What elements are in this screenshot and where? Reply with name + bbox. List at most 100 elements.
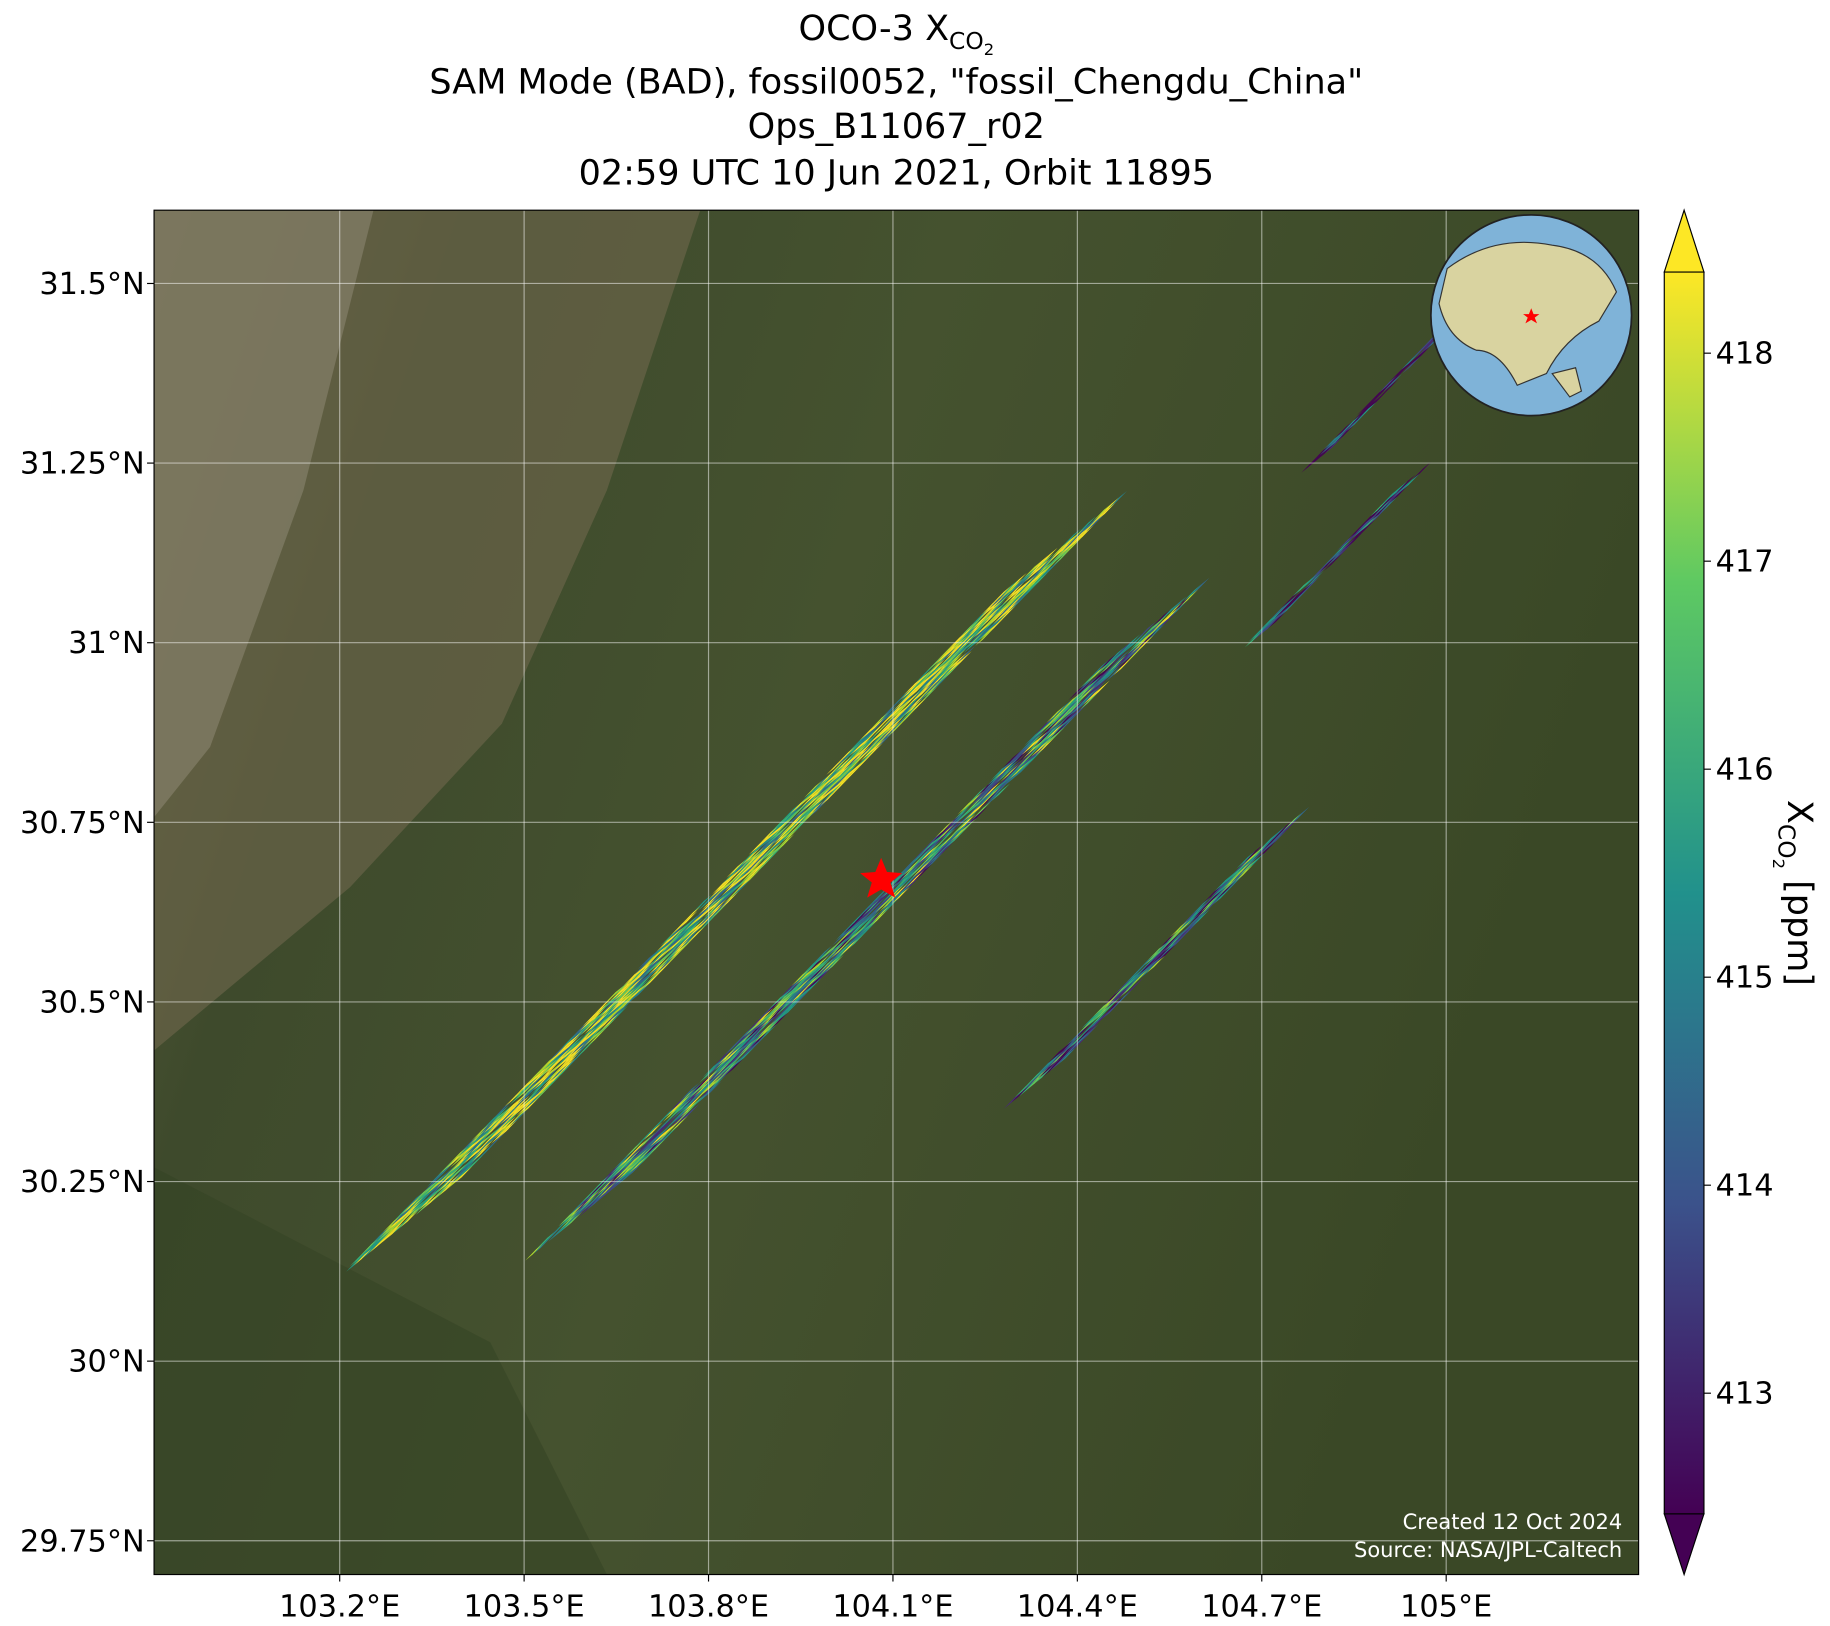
sounding-cell [1048, 1045, 1067, 1064]
sounding-cell [672, 1106, 691, 1124]
sounding-cell [788, 977, 808, 996]
sounding-cell [1009, 761, 1028, 780]
sounding-cell [510, 1095, 530, 1114]
sounding-cell [1077, 516, 1097, 534]
sounding-cell [580, 1185, 600, 1204]
sounding-cell [1089, 508, 1109, 527]
sounding-cell [747, 850, 766, 868]
sounding-cell [731, 879, 750, 898]
sounding-cell [702, 1076, 721, 1095]
sounding-cell [700, 905, 720, 923]
sounding-cell [1300, 572, 1320, 591]
sounding-cell [851, 913, 871, 932]
sounding-cell [824, 955, 844, 973]
sounding-cell [1037, 724, 1056, 743]
sounding-cell [512, 1082, 532, 1101]
sounding-cell [979, 790, 998, 809]
sounding-cell [737, 1033, 757, 1052]
sounding-cell [353, 1247, 373, 1266]
sounding-cell [1040, 555, 1060, 574]
sounding-cell [615, 991, 634, 1010]
sounding-cell [794, 799, 814, 818]
sounding-cell [736, 1046, 755, 1065]
sounding-cell [880, 897, 900, 916]
sounding-cell [1152, 941, 1171, 960]
sounding-cell [730, 858, 750, 877]
sounding-cell [928, 666, 948, 684]
sounding-cell [898, 691, 917, 710]
sounding-cell [896, 704, 916, 723]
sounding-cell [379, 1219, 399, 1238]
sounding-cell [477, 1129, 497, 1148]
sounding-cell [693, 894, 713, 913]
sounding-cell [827, 761, 847, 779]
sounding-cell [1049, 1053, 1069, 1072]
sounding-cell [598, 1000, 618, 1018]
sounding-cell [1149, 618, 1169, 636]
sounding-cell [1068, 703, 1088, 722]
sounding-cell [1333, 538, 1353, 556]
sounding-cell [635, 960, 655, 979]
sounding-cell [461, 1138, 481, 1157]
sounding-cell [476, 1125, 496, 1144]
sounding-cell [624, 972, 644, 990]
sounding-cell [881, 716, 900, 735]
sounding-cell [608, 1169, 628, 1188]
sounding-cell [1345, 530, 1365, 549]
sounding-cell [940, 822, 960, 841]
sounding-cell [966, 794, 986, 813]
sounding-cell [915, 669, 935, 688]
sounding-cell [1052, 548, 1072, 566]
sounding-cell [1390, 363, 1409, 382]
sounding-cell [469, 1136, 489, 1154]
sounding-cell [591, 1010, 611, 1029]
sounding-cell [666, 935, 685, 954]
sounding-cell [1060, 1037, 1079, 1056]
sounding-cell [903, 694, 923, 712]
sounding-cell [644, 962, 664, 981]
sounding-cell [1226, 866, 1246, 885]
sounding-cell [662, 940, 682, 959]
sounding-cell [1146, 955, 1166, 974]
sounding-cell [1044, 1050, 1064, 1069]
sounding-cell [999, 760, 1019, 778]
sounding-cell [1164, 933, 1183, 952]
sounding-cell [1153, 945, 1172, 963]
sounding-cell [964, 622, 984, 641]
sounding-cell [854, 740, 874, 759]
sounding-cell [946, 829, 966, 847]
sounding-cell [1106, 646, 1125, 665]
sounding-cell [549, 1043, 568, 1061]
sounding-cell [1222, 871, 1242, 890]
sounding-cell [443, 1160, 463, 1178]
sounding-cell [1093, 1003, 1113, 1022]
sounding-cell [1056, 1043, 1076, 1061]
sounding-cell [393, 1203, 413, 1221]
sounding-cell [1270, 601, 1290, 620]
sounding-cell [531, 1085, 551, 1104]
sounding-cell [1100, 497, 1120, 516]
sounding-cell [929, 670, 949, 688]
sounding-cell [846, 928, 865, 946]
sounding-cell [915, 850, 934, 869]
sounding-cell [410, 1194, 430, 1213]
sounding-cell [1190, 577, 1210, 596]
sounding-cell [609, 1173, 629, 1192]
sounding-cell [1183, 583, 1202, 602]
sounding-cell [895, 700, 915, 719]
sounding-cell [1123, 642, 1143, 660]
sounding-cell [915, 665, 934, 684]
sounding-cell [1020, 750, 1039, 769]
sounding-cell [756, 830, 776, 849]
sounding-cell [732, 866, 752, 885]
sounding-cell [1326, 548, 1346, 567]
sounding-cell [993, 589, 1013, 608]
sounding-cell [542, 1074, 562, 1093]
sounding-cell [1009, 580, 1029, 599]
sounding-cell [660, 1113, 679, 1132]
sounding-cell [1042, 1059, 1062, 1078]
sounding-cell [527, 1086, 547, 1105]
sounding-cell [482, 1128, 501, 1147]
sounding-cell [604, 1006, 624, 1025]
sounding-cell [809, 782, 829, 801]
